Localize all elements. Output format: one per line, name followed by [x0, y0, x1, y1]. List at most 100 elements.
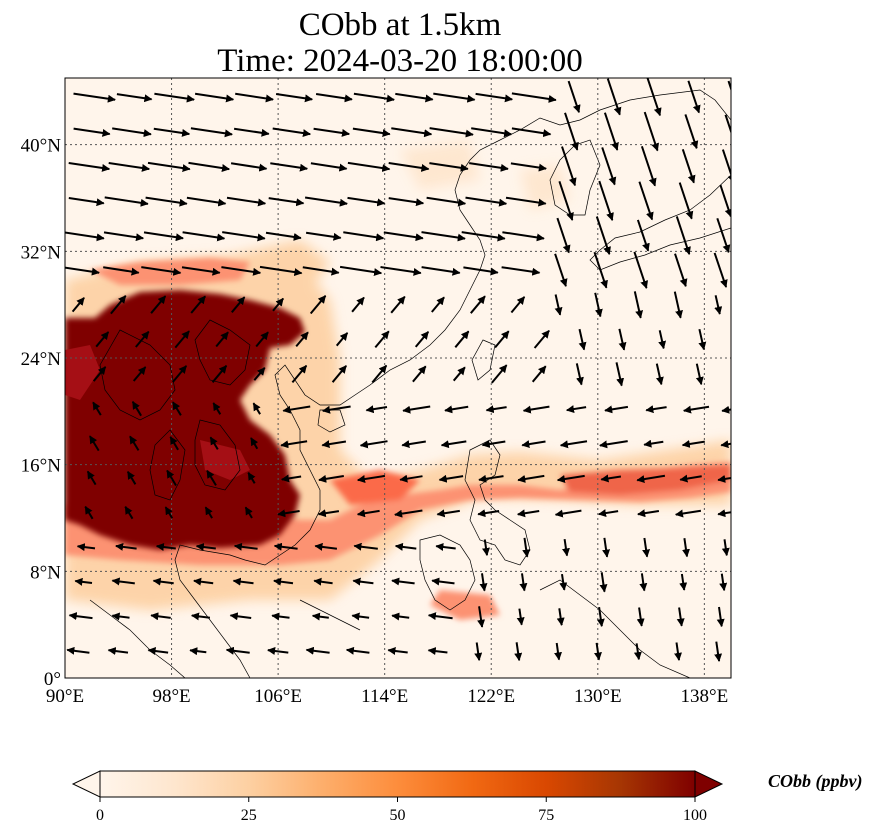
wind-arrow — [721, 149, 731, 184]
wind-arrow — [335, 332, 349, 347]
wind-arrow — [191, 612, 211, 621]
wind-arrow — [717, 474, 731, 483]
wind-arrow — [273, 577, 294, 586]
wind-arrow — [345, 646, 370, 655]
wind-arrow — [275, 93, 313, 103]
wind-arrow — [291, 364, 308, 384]
wind-arrow — [124, 506, 134, 520]
wind-arrow — [343, 231, 385, 242]
wind-arrow — [684, 114, 699, 150]
x-tick-label: 106°E — [254, 686, 302, 707]
wind-arrow — [599, 572, 608, 593]
gridlines — [65, 78, 731, 678]
wind-arrow — [388, 197, 425, 207]
wind-arrow — [598, 509, 619, 518]
x-tick-label: 138°E — [681, 686, 729, 707]
wind-arrow — [356, 509, 380, 518]
wind-arrow — [181, 266, 221, 276]
wind-arrow — [414, 331, 430, 348]
wind-arrow — [636, 474, 666, 484]
wind-arrow — [426, 196, 467, 207]
wind-arrow — [716, 606, 725, 628]
wind-arrow — [465, 196, 508, 207]
y-tick-label: 16°N — [21, 456, 62, 477]
wind-arrow — [331, 365, 347, 383]
wind-arrow — [485, 405, 507, 414]
wind-arrow — [195, 543, 216, 551]
wind-arrow — [516, 608, 525, 626]
wind-arrow — [280, 440, 308, 449]
wind-arrow — [433, 92, 476, 103]
wind-arrow — [305, 646, 330, 655]
wind-arrow — [277, 509, 300, 518]
wind-arrow — [374, 330, 390, 349]
wind-arrow — [371, 364, 388, 384]
wind-arrow — [135, 330, 150, 348]
wind-arrow — [95, 331, 110, 348]
wind-arrow — [321, 440, 347, 449]
wind-arrow — [233, 127, 270, 137]
wind-arrow — [267, 647, 289, 655]
wind-arrow — [155, 543, 176, 551]
wind-arrow — [615, 362, 625, 387]
wind-arrow — [253, 367, 266, 381]
wind-arrow — [174, 330, 190, 349]
wind-arrow — [421, 231, 466, 242]
wind-arrow — [351, 296, 365, 313]
wind-arrow — [250, 437, 259, 450]
wind-arrow — [637, 509, 660, 518]
wind-arrow — [556, 217, 571, 254]
wind-arrow — [188, 161, 230, 172]
wind-arrow — [633, 643, 642, 661]
wind-arrow — [454, 330, 470, 348]
wind-arrow — [595, 216, 611, 255]
wind-arrow — [681, 148, 696, 184]
wind-arrow — [698, 328, 707, 351]
wind-arrow — [65, 231, 105, 242]
wind-arrow — [658, 330, 667, 350]
wind-arrow — [116, 93, 153, 103]
wind-arrow — [255, 331, 269, 348]
wind-arrow — [438, 474, 464, 483]
wind-arrow — [514, 642, 523, 662]
wind-arrow — [313, 577, 333, 586]
wind-arrow — [226, 196, 267, 207]
y-tick-label: 40°N — [21, 136, 62, 157]
wind-arrow — [720, 440, 731, 449]
colorbar-left-extend — [71, 770, 101, 798]
wind-arrow — [682, 538, 690, 558]
wind-arrow — [517, 474, 545, 483]
wind-arrow — [714, 641, 723, 662]
colorbar-tick-label: 50 — [390, 807, 406, 824]
wind-arrow — [387, 647, 408, 655]
y-tick-label: 32°N — [21, 242, 62, 263]
wind-arrow — [639, 573, 648, 592]
x-tick-label: 90°E — [46, 686, 84, 707]
wind-arrow — [147, 647, 169, 655]
wind-arrow — [247, 472, 256, 484]
wind-arrow — [502, 231, 545, 242]
wind-arrow — [475, 92, 513, 103]
wind-arrow — [383, 231, 424, 242]
wind-arrow — [221, 266, 262, 276]
wind-arrow — [601, 147, 617, 186]
wind-arrow — [265, 231, 302, 241]
wind-arrow — [578, 328, 587, 351]
wind-arrow — [598, 180, 614, 221]
wind-arrow — [189, 647, 207, 656]
wind-arrow — [86, 470, 97, 486]
wind-arrow — [206, 469, 217, 486]
wind-arrow — [229, 612, 252, 621]
wind-arrow — [554, 253, 568, 287]
wind-arrow — [395, 92, 434, 103]
colorbar-ticks: 0 25 50 75 100 — [96, 797, 707, 824]
wind-arrow — [599, 440, 628, 449]
wind-arrow — [235, 92, 274, 103]
wind-arrow — [674, 642, 682, 661]
wind-arrow — [567, 80, 581, 114]
wind-arrow — [154, 92, 195, 103]
wind-arrow — [479, 573, 488, 592]
y-tick-label: 0° — [44, 669, 61, 690]
wind-arrow — [477, 509, 500, 518]
